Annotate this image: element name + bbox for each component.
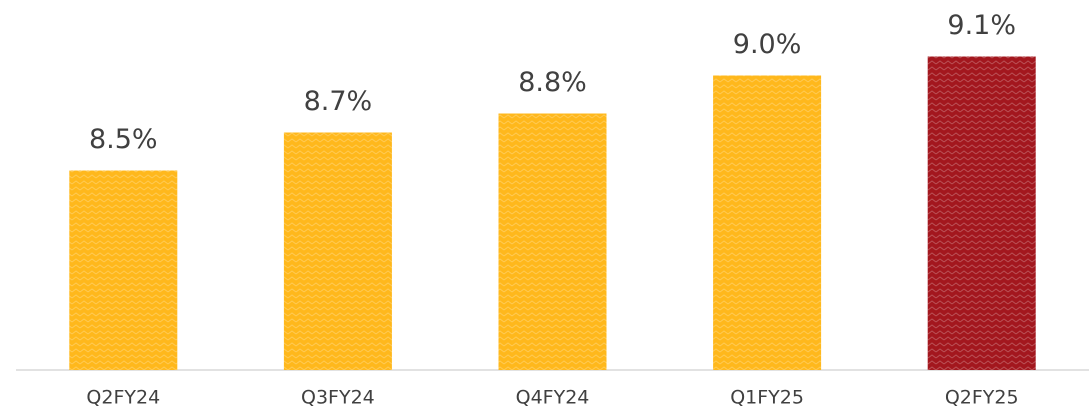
bar-texture — [498, 113, 607, 370]
x-tick-label: Q1FY25 — [730, 387, 804, 409]
x-tick-label: Q2FY25 — [945, 387, 1019, 409]
x-tick-label: Q3FY24 — [301, 387, 375, 409]
bar-texture — [927, 56, 1036, 370]
x-tick-label: Q4FY24 — [516, 387, 590, 409]
value-label: 9.1% — [947, 10, 1016, 41]
value-label: 8.5% — [89, 124, 158, 155]
x-tick-label: Q2FY24 — [86, 387, 160, 409]
value-label: 8.8% — [518, 67, 587, 98]
value-label: 9.0% — [733, 29, 802, 60]
bar-texture — [69, 170, 178, 370]
bar-texture — [713, 75, 822, 370]
value-label: 8.7% — [304, 86, 373, 117]
bar-texture — [283, 132, 392, 370]
